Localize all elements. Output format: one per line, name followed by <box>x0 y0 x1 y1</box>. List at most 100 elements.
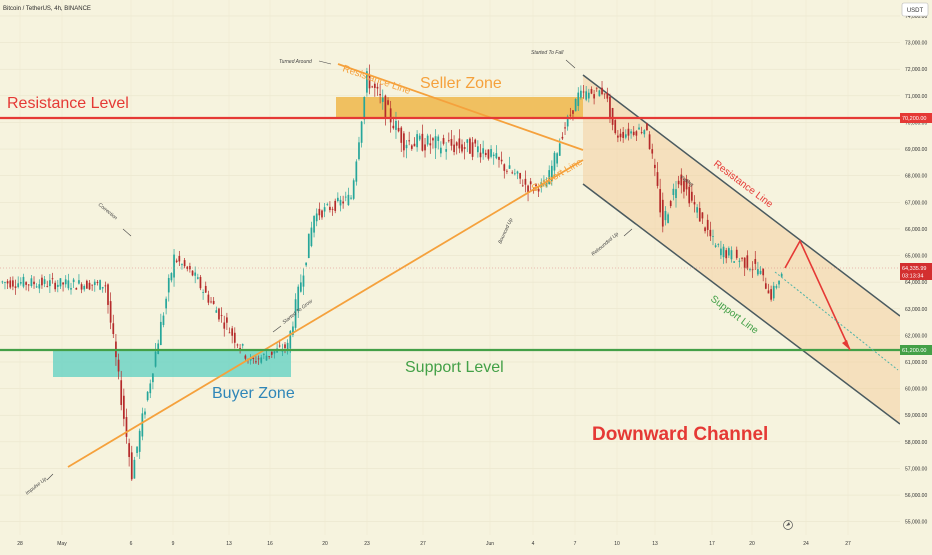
time-tick-label: 20 <box>322 541 328 547</box>
candle-body <box>669 201 672 207</box>
candle-body <box>535 184 537 187</box>
candle-body <box>593 94 595 99</box>
candle <box>363 96 366 125</box>
candle-body <box>429 143 432 146</box>
candle <box>587 88 590 103</box>
candle <box>508 156 511 169</box>
projection-path <box>784 239 851 351</box>
candle-body <box>566 116 569 127</box>
candle-body <box>572 110 574 114</box>
candle-body <box>495 153 498 159</box>
candle <box>685 174 688 196</box>
candle <box>236 343 239 349</box>
candle <box>701 212 704 225</box>
candle-body <box>590 89 593 94</box>
candle <box>220 307 223 323</box>
candle <box>677 175 680 189</box>
candle <box>352 178 355 201</box>
price-tick-label: 70,000.00 <box>905 120 927 126</box>
candle <box>167 274 170 302</box>
candle-body <box>706 219 709 230</box>
candle-body <box>751 269 754 271</box>
candle <box>648 131 651 150</box>
candle-body <box>54 282 57 290</box>
candle <box>733 261 735 264</box>
candle-body <box>595 87 598 89</box>
candle <box>130 445 133 481</box>
candle <box>529 177 532 192</box>
currency-badge[interactable] <box>901 2 929 17</box>
candle-body <box>17 283 20 288</box>
candle-body <box>260 357 263 363</box>
candle-body <box>767 290 770 294</box>
candle-body <box>146 391 149 401</box>
candle <box>159 313 162 346</box>
candle <box>447 132 450 143</box>
candle-body <box>624 134 627 138</box>
candle <box>543 175 545 187</box>
candle-body <box>27 284 30 286</box>
candle <box>471 137 474 161</box>
candle <box>397 120 400 133</box>
candle <box>178 250 181 266</box>
candle <box>286 339 289 355</box>
candle-body <box>86 280 88 289</box>
candle-body <box>218 308 220 320</box>
candle-body <box>358 142 360 160</box>
candle-body <box>299 282 302 292</box>
candle <box>638 123 640 130</box>
time-tick-label: 10 <box>614 541 620 547</box>
time-tick-label: 27 <box>420 541 426 547</box>
candle <box>334 198 337 214</box>
candle <box>654 158 656 177</box>
candle-body <box>133 459 136 479</box>
candle <box>373 81 376 97</box>
time-tick-label: May <box>57 541 67 547</box>
candle <box>310 221 313 248</box>
candle <box>506 169 508 175</box>
price-tick-label: 55,000.00 <box>905 520 927 526</box>
candle-body <box>175 260 178 263</box>
price-tick-label: 56,000.00 <box>905 493 927 499</box>
candle-body <box>543 180 545 182</box>
candle <box>54 280 57 292</box>
replay-icon[interactable] <box>783 520 793 530</box>
candle <box>656 162 659 189</box>
candle <box>622 127 625 143</box>
candle <box>400 126 403 152</box>
time-axis[interactable]: 28 May 6 9 13 16 20 23 27 Jun 4 7 10 13 17 20 24 27 <box>0 535 932 550</box>
candle-body <box>416 134 418 148</box>
candle <box>434 129 437 159</box>
candle <box>231 325 234 344</box>
candle-body <box>490 148 492 157</box>
candle <box>122 388 125 427</box>
candle-body <box>471 142 474 157</box>
candle <box>83 284 86 292</box>
time-tick-label: 16 <box>267 541 273 547</box>
candle-body <box>698 208 701 222</box>
candle-body <box>720 248 722 256</box>
candle <box>421 124 424 152</box>
candle-body <box>239 347 241 350</box>
candle-body <box>387 100 389 105</box>
candle <box>619 128 622 142</box>
candle <box>601 80 603 96</box>
candle <box>263 352 265 360</box>
candle <box>585 85 588 102</box>
candle <box>556 152 558 168</box>
candle <box>257 355 260 365</box>
channel-support-line <box>582 183 901 425</box>
candle <box>751 261 754 278</box>
candle <box>30 274 33 288</box>
candle <box>424 137 426 158</box>
candle-body <box>643 130 646 135</box>
candle <box>683 176 685 199</box>
candle-body <box>580 90 582 98</box>
candle-body <box>469 138 471 154</box>
candle-body <box>442 138 445 144</box>
price-axis[interactable]: 74,000.00 73,000.00 72,000.00 71,000.00 70,0… <box>900 0 932 535</box>
candle-body <box>738 260 741 262</box>
